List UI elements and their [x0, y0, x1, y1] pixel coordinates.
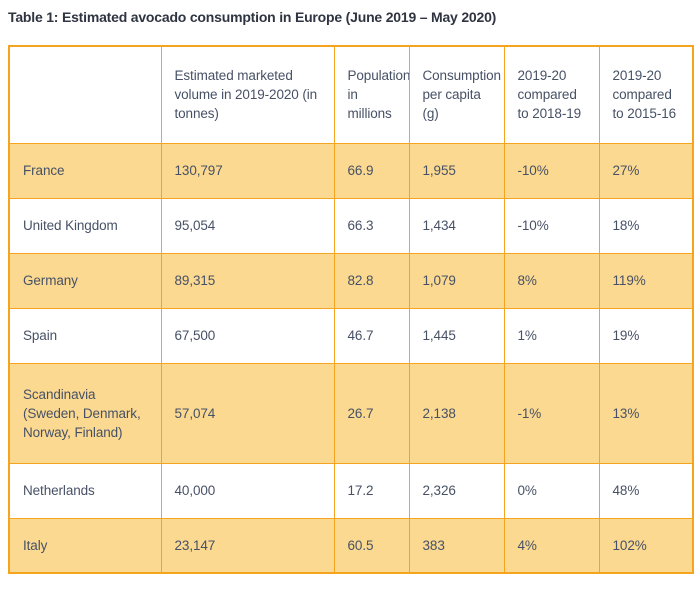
cell-country: Scandinavia (Sweden, Denmark, Norway, Fi… [8, 362, 162, 464]
cell-per-capita: 1,955 [408, 142, 505, 199]
cell-vs-2015-16: 18% [598, 197, 694, 254]
header-country [8, 45, 162, 144]
cell-volume: 95,054 [160, 197, 335, 254]
cell-vs-2015-16: 13% [598, 362, 694, 464]
cell-volume: 67,500 [160, 307, 335, 364]
header-consumption-per-capita: Consumption per capita (g) [408, 45, 505, 144]
header-marketed-volume: Estimated marketed volume in 2019-2020 (… [160, 45, 335, 144]
table-row-netherlands: Netherlands 40,000 17.2 2,326 0% 48% [8, 462, 694, 519]
table-row-scandinavia: Scandinavia (Sweden, Denmark, Norway, Fi… [8, 362, 694, 464]
cell-country: Germany [8, 252, 162, 309]
cell-vs-2018-19: 8% [503, 252, 600, 309]
table-row-germany: Germany 89,315 82.8 1,079 8% 119% [8, 252, 694, 309]
cell-volume: 40,000 [160, 462, 335, 519]
cell-vs-2018-19: 4% [503, 517, 600, 574]
cell-vs-2015-16: 19% [598, 307, 694, 364]
cell-vs-2015-16: 102% [598, 517, 694, 574]
cell-per-capita: 2,138 [408, 362, 505, 464]
cell-per-capita: 1,434 [408, 197, 505, 254]
cell-population: 17.2 [333, 462, 410, 519]
avocado-consumption-table: Estimated marketed volume in 2019-2020 (… [8, 45, 694, 574]
cell-population: 26.7 [333, 362, 410, 464]
cell-population: 60.5 [333, 517, 410, 574]
cell-volume: 23,147 [160, 517, 335, 574]
cell-population: 82.8 [333, 252, 410, 309]
cell-population: 46.7 [333, 307, 410, 364]
cell-per-capita: 1,445 [408, 307, 505, 364]
cell-country: United Kingdom [8, 197, 162, 254]
cell-population: 66.9 [333, 142, 410, 199]
table-title: Table 1: Estimated avocado consumption i… [8, 9, 497, 25]
cell-volume: 57,074 [160, 362, 335, 464]
cell-vs-2015-16: 119% [598, 252, 694, 309]
cell-vs-2015-16: 27% [598, 142, 694, 199]
table-row-united-kingdom: United Kingdom 95,054 66.3 1,434 -10% 18… [8, 197, 694, 254]
cell-per-capita: 383 [408, 517, 505, 574]
cell-vs-2018-19: -1% [503, 362, 600, 464]
cell-vs-2015-16: 48% [598, 462, 694, 519]
cell-per-capita: 2,326 [408, 462, 505, 519]
cell-country: Italy [8, 517, 162, 574]
table-header-row: Estimated marketed volume in 2019-2020 (… [8, 45, 694, 144]
cell-vs-2018-19: 1% [503, 307, 600, 364]
cell-vs-2018-19: -10% [503, 142, 600, 199]
table-row-spain: Spain 67,500 46.7 1,445 1% 19% [8, 307, 694, 364]
cell-country: Netherlands [8, 462, 162, 519]
cell-volume: 130,797 [160, 142, 335, 199]
table-row-france: France 130,797 66.9 1,955 -10% 27% [8, 142, 694, 199]
header-vs-2015-16: 2019-20 compared to 2015-16 [598, 45, 694, 144]
cell-population: 66.3 [333, 197, 410, 254]
cell-volume: 89,315 [160, 252, 335, 309]
cell-vs-2018-19: 0% [503, 462, 600, 519]
cell-vs-2018-19: -10% [503, 197, 600, 254]
header-vs-2018-19: 2019-20 compared to 2018-19 [503, 45, 600, 144]
cell-per-capita: 1,079 [408, 252, 505, 309]
table-row-italy: Italy 23,147 60.5 383 4% 102% [8, 517, 694, 574]
header-population: Population in millions [333, 45, 410, 144]
cell-country: Spain [8, 307, 162, 364]
cell-country: France [8, 142, 162, 199]
